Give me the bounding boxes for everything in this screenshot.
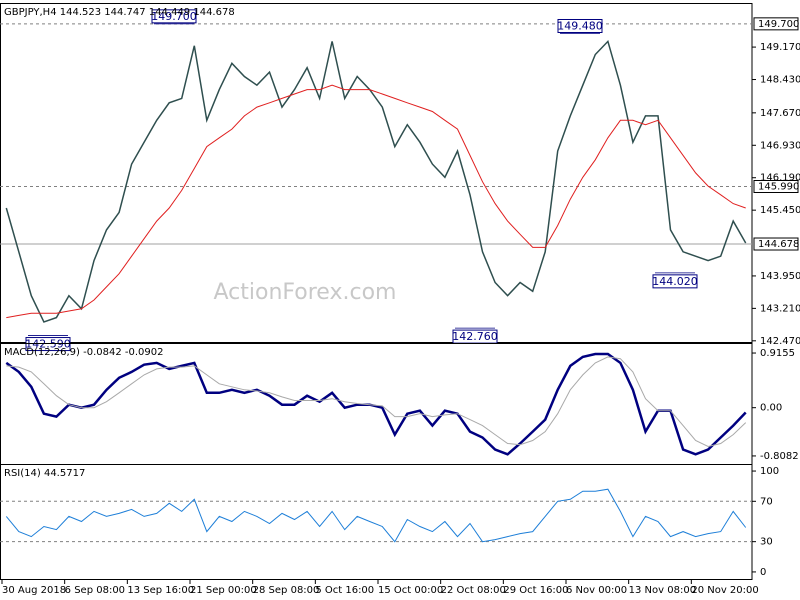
series-line bbox=[5, 488, 747, 543]
y-tick-label: 146.930 bbox=[760, 140, 800, 151]
x-tick-label: 29 Oct 16:00 bbox=[503, 585, 568, 596]
y-tick-label: 30 bbox=[760, 537, 773, 548]
last-price-label: 144.678 bbox=[758, 239, 799, 250]
annotation-box bbox=[652, 274, 698, 289]
x-tick-label: 5 Oct 16:00 bbox=[315, 585, 374, 596]
y-tick-label: 148.430 bbox=[760, 75, 800, 86]
annotation-box bbox=[557, 18, 603, 33]
level-label: 145.990 bbox=[758, 181, 799, 192]
y-tick-label: 142.470 bbox=[760, 336, 800, 347]
x-tick-label: 15 Oct 00:00 bbox=[378, 585, 443, 596]
annotation-label: 144.020 bbox=[652, 275, 698, 288]
y-tick-label: 100 bbox=[760, 466, 779, 477]
annotation-label: 142.760 bbox=[452, 330, 498, 343]
annotation-label: 149.480 bbox=[557, 19, 603, 32]
y-tick-label: -0.8082 bbox=[760, 451, 799, 462]
y-tick-label: 70 bbox=[760, 496, 773, 507]
y-tick-label: 147.670 bbox=[760, 108, 800, 119]
x-tick-label: 20 Nov 20:00 bbox=[691, 585, 758, 596]
x-tick-label: 6 Nov 00:00 bbox=[566, 585, 627, 596]
y-tick-label: 149.170 bbox=[760, 42, 800, 53]
panel-title: MACD(12,26,9) -0.0842 -0.0902 bbox=[4, 347, 164, 358]
y-tick-label: 143.210 bbox=[760, 303, 800, 314]
y-tick-label: 146.190 bbox=[760, 173, 800, 184]
annotation-label: 142.590 bbox=[25, 338, 71, 351]
last-price-box bbox=[753, 237, 799, 251]
annotation-box bbox=[25, 337, 71, 352]
level-label-box bbox=[753, 179, 799, 193]
x-tick-label: 22 Oct 08:00 bbox=[441, 585, 506, 596]
x-tick-label: 21 Sep 00:00 bbox=[190, 585, 257, 596]
level-label: 149.700 bbox=[758, 19, 799, 30]
series-line bbox=[6, 84, 746, 319]
series-line bbox=[5, 39, 747, 323]
y-tick-label: 0.9155 bbox=[760, 348, 795, 359]
annotation-label: 149.700 bbox=[151, 10, 197, 23]
x-tick-label: 6 Sep 08:00 bbox=[65, 585, 125, 596]
panel-title: GBPJPY,H4 144.523 144.747 144.449 144.67… bbox=[4, 7, 235, 18]
x-tick-label: 13 Sep 16:00 bbox=[127, 585, 194, 596]
annotation-box bbox=[151, 9, 197, 24]
series-line bbox=[5, 352, 747, 456]
x-tick-label: 28 Sep 08:00 bbox=[253, 585, 320, 596]
level-label-box bbox=[753, 17, 799, 31]
panel-title: RSI(14) 44.5717 bbox=[4, 468, 85, 479]
panel-frame bbox=[0, 464, 753, 580]
y-tick-label: 0.00 bbox=[760, 403, 782, 414]
x-tick-label: 13 Nov 08:00 bbox=[629, 585, 696, 596]
x-tick-label: 30 Aug 2018 bbox=[2, 585, 66, 596]
panel-frame bbox=[0, 3, 753, 343]
watermark: ActionForex.com bbox=[214, 280, 397, 305]
y-tick-label: 145.450 bbox=[760, 205, 800, 216]
series-line bbox=[6, 356, 747, 448]
y-tick-label: 0 bbox=[760, 567, 766, 578]
y-tick-label: 143.950 bbox=[760, 271, 800, 282]
